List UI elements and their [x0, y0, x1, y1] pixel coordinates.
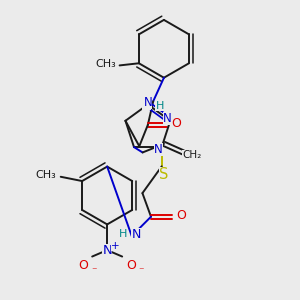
Text: CH₂: CH₂	[182, 150, 202, 160]
Text: ⁻: ⁻	[139, 266, 144, 277]
Text: N: N	[154, 143, 163, 156]
Text: N: N	[163, 112, 171, 125]
Text: H: H	[155, 100, 164, 111]
Text: N: N	[131, 228, 141, 242]
Text: +: +	[111, 241, 120, 251]
Text: O: O	[79, 259, 88, 272]
Text: N: N	[142, 97, 152, 110]
Text: N: N	[102, 244, 112, 256]
Text: O: O	[126, 259, 136, 272]
Text: H: H	[119, 229, 127, 239]
Text: O: O	[171, 117, 181, 130]
Text: ⁻: ⁻	[92, 266, 97, 277]
Text: CH₃: CH₃	[36, 169, 56, 180]
Text: O: O	[176, 209, 186, 222]
Text: N: N	[143, 96, 152, 109]
Text: CH₃: CH₃	[96, 59, 116, 69]
Text: S: S	[159, 167, 169, 182]
